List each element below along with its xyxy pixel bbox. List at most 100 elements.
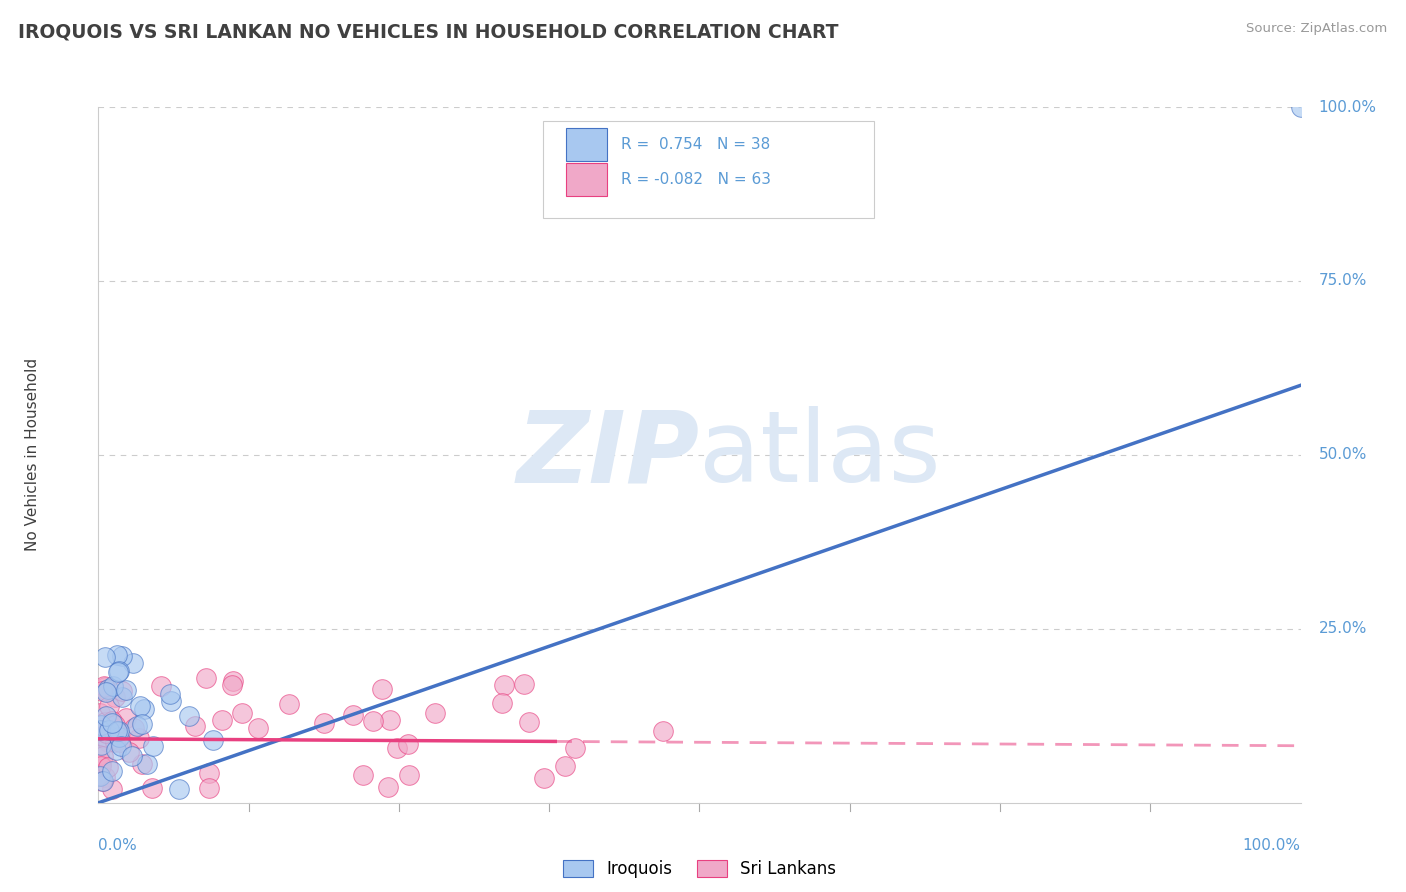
- Point: [94, 726, 117, 740]
- Point: [90, 718, 112, 732]
- Point: [122, 721, 145, 735]
- Point: [342, 707, 364, 722]
- Point: [371, 681, 394, 696]
- Point: [89, 769, 111, 783]
- Point: [94, 650, 117, 665]
- Point: [197, 766, 219, 780]
- Point: [108, 731, 131, 745]
- Point: [114, 711, 136, 725]
- Point: [90, 757, 112, 772]
- Point: [107, 665, 129, 679]
- Point: [512, 677, 534, 691]
- Point: [177, 709, 200, 723]
- Point: [247, 721, 270, 735]
- Point: [111, 684, 134, 698]
- Point: [96, 685, 118, 699]
- Point: [104, 690, 127, 705]
- Text: 50.0%: 50.0%: [1319, 448, 1367, 462]
- Point: [167, 781, 190, 796]
- Point: [377, 780, 399, 795]
- Point: [93, 679, 115, 693]
- Point: [105, 724, 128, 739]
- Point: [91, 749, 114, 764]
- Point: [398, 768, 420, 782]
- Point: [104, 743, 127, 757]
- Point: [385, 741, 408, 756]
- Text: R = -0.082   N = 63: R = -0.082 N = 63: [621, 172, 772, 187]
- Point: [104, 735, 127, 749]
- Point: [128, 731, 150, 745]
- Point: [90, 773, 112, 788]
- Point: [108, 724, 131, 739]
- Point: [202, 732, 225, 747]
- FancyBboxPatch shape: [543, 121, 873, 219]
- Point: [211, 713, 233, 727]
- Point: [554, 758, 576, 772]
- Point: [492, 678, 515, 692]
- Point: [111, 690, 134, 705]
- Point: [91, 774, 114, 789]
- Point: [198, 780, 221, 795]
- Point: [121, 749, 143, 764]
- Point: [89, 723, 111, 738]
- Point: [89, 767, 111, 781]
- Legend: Iroquois, Sri Lankans: Iroquois, Sri Lankans: [555, 854, 844, 885]
- Point: [108, 735, 131, 749]
- Point: [129, 699, 152, 714]
- FancyBboxPatch shape: [567, 162, 607, 196]
- Text: 0.0%: 0.0%: [98, 838, 138, 853]
- Point: [533, 771, 555, 785]
- Point: [94, 680, 117, 694]
- Point: [97, 681, 120, 696]
- Point: [221, 678, 243, 692]
- Point: [423, 706, 446, 721]
- Point: [91, 684, 114, 698]
- Point: [96, 731, 118, 746]
- Text: 25.0%: 25.0%: [1319, 622, 1367, 636]
- Point: [183, 718, 205, 732]
- Point: [101, 764, 124, 778]
- Point: [396, 737, 419, 751]
- Point: [361, 714, 384, 728]
- Point: [1289, 100, 1312, 114]
- Text: ZIP: ZIP: [516, 407, 699, 503]
- Text: 75.0%: 75.0%: [1319, 274, 1367, 288]
- Point: [312, 716, 335, 731]
- Point: [517, 715, 540, 730]
- Point: [115, 683, 138, 698]
- Point: [101, 679, 124, 693]
- Point: [96, 683, 118, 698]
- Point: [142, 739, 165, 753]
- Text: IROQUOIS VS SRI LANKAN NO VEHICLES IN HOUSEHOLD CORRELATION CHART: IROQUOIS VS SRI LANKAN NO VEHICLES IN HO…: [18, 22, 839, 41]
- Point: [107, 664, 129, 678]
- Point: [101, 716, 124, 731]
- Point: [110, 739, 132, 753]
- Point: [104, 718, 127, 732]
- Point: [491, 696, 513, 710]
- Point: [125, 719, 148, 733]
- Point: [91, 723, 114, 738]
- Point: [97, 699, 120, 714]
- Point: [121, 656, 143, 670]
- Point: [89, 748, 111, 763]
- Point: [105, 648, 128, 662]
- Point: [195, 671, 218, 685]
- Point: [352, 768, 374, 782]
- Point: [101, 714, 124, 729]
- Text: 100.0%: 100.0%: [1319, 100, 1376, 114]
- Point: [97, 759, 120, 773]
- Point: [103, 724, 125, 739]
- Point: [94, 714, 117, 729]
- Point: [97, 734, 120, 748]
- Text: Source: ZipAtlas.com: Source: ZipAtlas.com: [1247, 22, 1388, 36]
- Point: [132, 702, 155, 716]
- Point: [89, 706, 111, 720]
- Point: [111, 648, 134, 663]
- Point: [159, 687, 181, 701]
- Point: [94, 709, 117, 723]
- Point: [97, 723, 120, 737]
- Point: [90, 738, 112, 752]
- Text: R =  0.754   N = 38: R = 0.754 N = 38: [621, 137, 770, 153]
- Point: [136, 756, 159, 771]
- Point: [141, 780, 163, 795]
